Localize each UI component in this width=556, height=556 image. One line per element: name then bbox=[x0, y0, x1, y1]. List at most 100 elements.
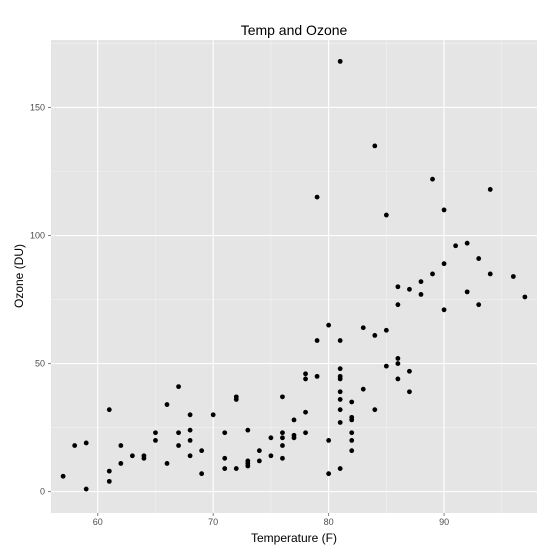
data-point bbox=[360, 325, 366, 331]
data-point bbox=[106, 478, 112, 484]
y-axis: 0 50 100 150 bbox=[30, 102, 51, 497]
data-point bbox=[141, 455, 147, 461]
data-point bbox=[303, 376, 308, 382]
data-point bbox=[407, 368, 412, 374]
data-point bbox=[487, 187, 493, 192]
data-point bbox=[430, 271, 435, 277]
data-point bbox=[222, 430, 228, 436]
data-point bbox=[280, 435, 285, 441]
data-point bbox=[233, 466, 239, 471]
data-point bbox=[337, 389, 343, 395]
data-point bbox=[349, 430, 355, 436]
x-axis-title: Temperature (F) bbox=[251, 531, 337, 545]
data-point bbox=[510, 274, 516, 279]
major-gridlines bbox=[51, 40, 537, 513]
data-point bbox=[407, 389, 412, 395]
data-point bbox=[268, 453, 274, 459]
data-point bbox=[395, 284, 401, 290]
data-point bbox=[280, 455, 285, 461]
data-point bbox=[337, 407, 343, 413]
data-point bbox=[383, 212, 389, 218]
y-tick-label: 0 bbox=[40, 487, 45, 497]
plot-panel bbox=[51, 40, 537, 513]
data-point bbox=[395, 356, 401, 361]
data-point bbox=[256, 448, 262, 454]
data-point bbox=[337, 376, 343, 382]
chart-title: Temp and Ozone bbox=[241, 22, 348, 38]
data-point bbox=[326, 437, 332, 443]
data-point bbox=[314, 373, 320, 379]
data-point bbox=[314, 194, 320, 200]
data-point bbox=[72, 443, 78, 448]
data-point bbox=[268, 435, 274, 441]
data-point bbox=[476, 256, 482, 261]
data-point bbox=[106, 468, 112, 474]
data-point bbox=[303, 409, 308, 415]
data-point bbox=[337, 366, 343, 372]
data-point bbox=[60, 473, 66, 479]
data-point bbox=[187, 412, 193, 418]
data-point bbox=[522, 294, 528, 300]
data-point bbox=[176, 430, 181, 436]
x-tick-label: 90 bbox=[439, 517, 449, 527]
x-tick-label: 70 bbox=[208, 517, 218, 527]
data-point bbox=[337, 420, 343, 425]
data-point bbox=[280, 394, 285, 400]
data-point bbox=[199, 471, 205, 477]
data-point bbox=[464, 289, 470, 295]
data-point bbox=[349, 448, 355, 454]
data-point bbox=[164, 402, 170, 407]
data-point bbox=[106, 407, 112, 413]
data-point bbox=[326, 322, 332, 328]
data-point bbox=[441, 207, 447, 213]
data-point bbox=[245, 463, 251, 469]
data-point bbox=[337, 397, 343, 402]
data-point bbox=[222, 455, 228, 461]
data-point bbox=[129, 453, 135, 459]
data-point bbox=[441, 307, 447, 313]
data-point bbox=[153, 437, 158, 443]
data-point bbox=[164, 461, 170, 466]
x-axis: 60 70 80 90 bbox=[93, 513, 449, 527]
data-point bbox=[372, 333, 378, 338]
data-point bbox=[418, 279, 424, 285]
data-point bbox=[383, 363, 389, 369]
data-point bbox=[349, 399, 355, 405]
data-point bbox=[199, 448, 205, 454]
data-point bbox=[476, 302, 482, 308]
data-point bbox=[464, 240, 470, 246]
data-point bbox=[372, 143, 378, 149]
data-point bbox=[210, 412, 216, 418]
x-tick-label: 80 bbox=[324, 517, 334, 527]
x-tick-label: 60 bbox=[93, 517, 103, 527]
data-point bbox=[395, 302, 401, 308]
data-point bbox=[372, 407, 378, 413]
data-point bbox=[360, 386, 366, 392]
y-tick-label: 50 bbox=[35, 359, 45, 369]
data-point bbox=[83, 440, 89, 446]
data-point bbox=[187, 427, 193, 433]
data-point bbox=[337, 338, 343, 343]
data-point bbox=[176, 384, 181, 390]
data-point bbox=[395, 376, 401, 382]
data-point bbox=[291, 417, 297, 423]
data-point bbox=[487, 271, 493, 277]
minor-gridlines bbox=[51, 40, 537, 513]
data-point bbox=[383, 327, 389, 333]
y-tick-label: 100 bbox=[30, 231, 45, 241]
data-point bbox=[303, 371, 308, 377]
y-tick-label: 150 bbox=[30, 102, 45, 112]
data-point bbox=[176, 443, 181, 448]
data-point bbox=[256, 458, 262, 464]
data-point bbox=[441, 261, 447, 267]
data-point bbox=[453, 243, 459, 249]
data-point bbox=[222, 466, 228, 471]
data-point bbox=[314, 338, 320, 343]
data-point bbox=[395, 361, 401, 366]
y-axis-title: Ozone (DU) bbox=[12, 244, 26, 308]
data-point bbox=[280, 443, 285, 448]
data-point bbox=[349, 437, 355, 443]
data-point bbox=[187, 453, 193, 459]
data-points bbox=[60, 58, 528, 492]
